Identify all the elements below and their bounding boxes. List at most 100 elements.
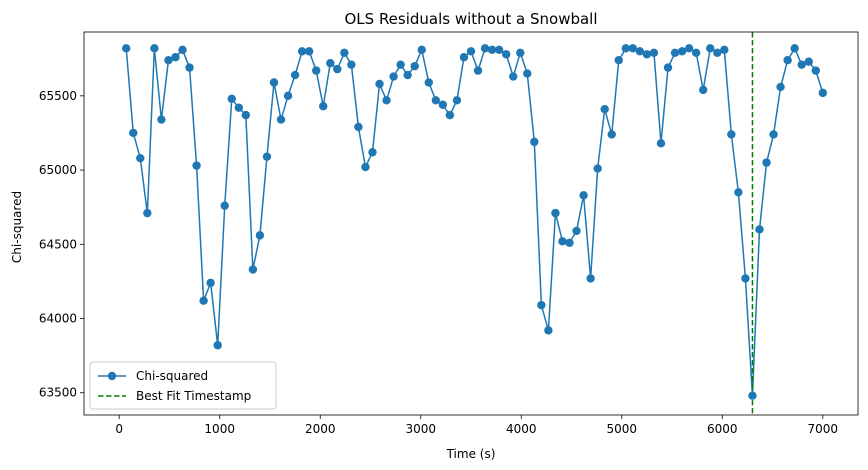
- data-point: [136, 153, 145, 163]
- data-point: [452, 96, 462, 105]
- data-point: [663, 63, 673, 72]
- data-point: [375, 79, 384, 89]
- x-tick-label: 1000: [204, 422, 235, 436]
- data-point: [565, 238, 574, 247]
- data-point: [304, 47, 314, 56]
- data-point: [621, 44, 630, 53]
- chart-title: OLS Residuals without a Snowball: [344, 10, 597, 28]
- data-point: [213, 341, 222, 350]
- data-point: [312, 66, 321, 75]
- data-point: [248, 265, 258, 274]
- data-point: [516, 48, 525, 57]
- data-point: [171, 53, 180, 62]
- data-point: [473, 66, 483, 75]
- data-point: [487, 45, 497, 55]
- data-point: [283, 91, 293, 101]
- data-point: [783, 56, 792, 65]
- y-tick-label: 64500: [39, 237, 77, 251]
- data-point: [445, 110, 455, 120]
- data-point: [185, 63, 194, 72]
- data-point: [530, 137, 539, 147]
- x-tick-label: 5000: [607, 422, 638, 436]
- legend: Chi-squared Best Fit Timestamp: [89, 361, 277, 410]
- data-point: [227, 94, 236, 104]
- data-point: [741, 274, 750, 283]
- data-point: [811, 66, 820, 75]
- data-point: [347, 60, 356, 69]
- data-point: [699, 85, 708, 95]
- data-point: [607, 130, 616, 139]
- data-point: [635, 47, 645, 56]
- data-point: [804, 57, 813, 66]
- data-point: [354, 122, 363, 132]
- x-tick-label: 3000: [405, 422, 436, 436]
- data-point: [769, 130, 778, 139]
- data-point: [727, 130, 736, 139]
- x-tick-label: 4000: [506, 422, 537, 436]
- data-point: [544, 326, 553, 335]
- x-tick-label: 0: [115, 422, 123, 436]
- data-point: [234, 103, 243, 112]
- y-tick-label: 65500: [39, 89, 77, 103]
- data-point: [593, 164, 602, 173]
- data-point: [192, 161, 201, 170]
- data-point: [262, 152, 272, 161]
- legend-label-best-fit: Best Fit Timestamp: [136, 389, 251, 403]
- data-point: [523, 69, 532, 78]
- legend-marker-chi-squared: [107, 371, 117, 381]
- data-point: [297, 47, 307, 56]
- y-tick-label: 65000: [39, 163, 77, 177]
- data-point: [178, 45, 187, 55]
- x-tick-label: 6000: [707, 422, 738, 436]
- data-point: [206, 278, 215, 288]
- data-point: [642, 50, 652, 59]
- data-point: [600, 104, 609, 114]
- data-point: [677, 47, 687, 56]
- data-point: [480, 44, 490, 53]
- data-point: [628, 44, 638, 53]
- data-point: [713, 48, 722, 57]
- data-point: [670, 48, 680, 57]
- data-point: [361, 162, 370, 172]
- data-point: [333, 64, 342, 74]
- data-point: [748, 391, 757, 400]
- data-point: [143, 208, 152, 218]
- data-point: [551, 208, 560, 218]
- axes: 0 1000 2000 3000 4000 5000 6000 7000 63500 64000 6…: [39, 31, 859, 436]
- data-point: [656, 139, 666, 148]
- data-point: [684, 44, 694, 53]
- data-point: [501, 50, 511, 59]
- data-point: [389, 72, 398, 81]
- y-tick-label: 63500: [39, 386, 77, 400]
- data-point: [382, 96, 391, 105]
- series-line-chi-squared: [125, 47, 824, 397]
- data-point: [269, 78, 279, 87]
- data-point: [509, 72, 518, 81]
- data-point: [558, 237, 567, 246]
- y-axis-label: Chi-squared: [10, 191, 24, 263]
- data-point: [572, 226, 581, 236]
- data-point: [220, 201, 229, 210]
- data-point: [164, 56, 173, 65]
- data-point: [410, 61, 419, 71]
- data-point: [368, 148, 377, 157]
- x-tick-label: 2000: [305, 422, 336, 436]
- data-point: [586, 274, 595, 283]
- data-point: [199, 296, 208, 305]
- data-point: [255, 231, 265, 240]
- y-tick-label: 64000: [39, 312, 77, 326]
- data-point: [417, 45, 426, 55]
- data-point: [241, 110, 251, 120]
- legend-label-chi-squared: Chi-squared: [136, 369, 208, 383]
- data-point: [734, 188, 743, 197]
- data-point: [818, 88, 828, 98]
- data-point: [755, 225, 764, 234]
- data-point: [340, 48, 349, 57]
- data-point: [326, 58, 335, 68]
- data-point: [150, 44, 159, 53]
- x-tick-label: 7000: [808, 422, 839, 436]
- data-point: [431, 96, 441, 105]
- plot-area: [122, 32, 828, 415]
- data-point: [290, 70, 300, 80]
